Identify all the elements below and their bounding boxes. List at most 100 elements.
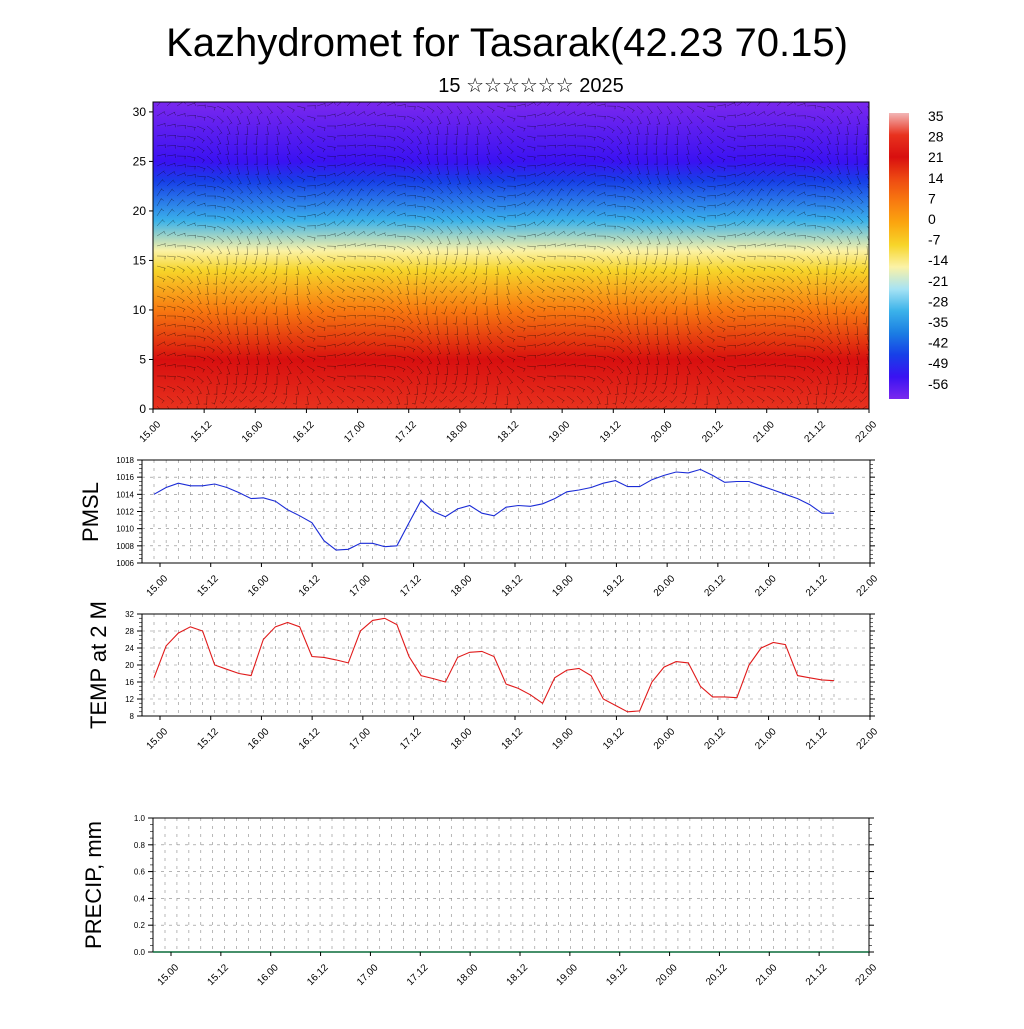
x-tick-label: 20.12 (703, 573, 729, 599)
temperature-field (153, 102, 869, 409)
x-tick-label: 18.12 (500, 726, 526, 752)
panel-ylabel: PMSL (78, 482, 103, 542)
time-tick-label: 15.12 (189, 419, 215, 445)
colorbar-label: 0 (928, 211, 936, 227)
height-tick-label: 15 (133, 253, 147, 267)
y-tick-label: 16 (125, 678, 134, 687)
y-tick-label: 1010 (116, 525, 134, 534)
colorbar-label: -21 (928, 273, 948, 289)
x-tick-label: 15.00 (145, 573, 171, 599)
y-tick-label: 1016 (116, 473, 134, 482)
y-tick-label: 1012 (116, 508, 134, 517)
x-tick-label: 21.12 (804, 573, 830, 599)
x-tick-label: 18.12 (500, 573, 526, 599)
colorbar-gradient (889, 113, 909, 399)
time-tick-label: 16.00 (240, 419, 266, 445)
time-tick-label: 20.00 (649, 419, 675, 445)
time-tick-label: 21.00 (751, 419, 777, 445)
colorbar-label: 21 (928, 149, 944, 165)
time-tick-label: 22.00 (854, 419, 880, 445)
y-tick-label: 1008 (116, 542, 134, 551)
x-tick-label: 18.12 (505, 962, 531, 988)
x-tick-label: 20.00 (652, 573, 678, 599)
x-tick-label: 15.12 (206, 962, 232, 988)
x-tick-label: 16.12 (297, 573, 323, 599)
x-tick-label: 15.00 (145, 726, 171, 752)
x-tick-label: 19.00 (550, 573, 576, 599)
x-tick-label: 22.00 (855, 573, 881, 599)
y-tick-label: 32 (125, 610, 134, 619)
x-tick-label: 21.12 (804, 726, 830, 752)
time-tick-label: 19.00 (547, 419, 573, 445)
colorbar-label: -14 (928, 252, 948, 268)
x-tick-label: 17.00 (348, 573, 374, 599)
height-tick-label: 0 (139, 402, 146, 416)
height-tick-label: 25 (133, 154, 147, 168)
x-tick-label: 21.12 (804, 962, 830, 988)
x-tick-label: 22.00 (855, 726, 881, 752)
x-tick-label: 15.12 (195, 726, 221, 752)
x-tick-label: 15.12 (195, 573, 221, 599)
y-tick-label: 12 (125, 695, 134, 704)
x-tick-label: 16.12 (297, 726, 323, 752)
time-tick-label: 18.12 (496, 419, 522, 445)
x-tick-label: 19.00 (555, 962, 581, 988)
time-tick-label: 17.12 (393, 419, 419, 445)
colorbar-label: 7 (928, 190, 936, 206)
y-tick-label: 0.6 (134, 868, 146, 877)
x-tick-label: 17.12 (398, 726, 424, 752)
y-tick-label: 0.8 (134, 841, 146, 850)
x-tick-label: 20.00 (654, 962, 680, 988)
x-tick-label: 16.00 (246, 573, 272, 599)
x-tick-label: 17.12 (398, 573, 424, 599)
x-tick-label: 18.00 (455, 962, 481, 988)
x-tick-label: 19.12 (601, 726, 627, 752)
x-tick-label: 16.00 (246, 726, 272, 752)
chart-subtitle: 15 ☆☆☆☆☆☆ 2025 (438, 75, 623, 97)
x-tick-label: 18.00 (449, 573, 475, 599)
x-tick-label: 19.12 (601, 573, 627, 599)
x-tick-label: 18.00 (449, 726, 475, 752)
height-tick-label: 5 (139, 352, 146, 366)
time-tick-label: 19.12 (598, 419, 624, 445)
height-tick-label: 30 (133, 105, 147, 119)
time-tick-label: 16.12 (291, 419, 317, 445)
y-tick-label: 1006 (116, 559, 134, 568)
y-tick-label: 0.2 (134, 921, 146, 930)
y-tick-label: 24 (125, 644, 134, 653)
panel-ylabel: TEMP at 2 M (86, 601, 111, 729)
panel-ylabel: PRECIP, mm (81, 821, 106, 949)
x-tick-label: 21.00 (754, 962, 780, 988)
colorbar-label: -35 (928, 314, 948, 330)
y-tick-label: 1014 (116, 490, 134, 499)
x-tick-label: 20.12 (704, 962, 730, 988)
x-tick-label: 16.12 (305, 962, 331, 988)
x-tick-label: 22.00 (854, 962, 880, 988)
x-tick-label: 16.00 (255, 962, 281, 988)
height-tick-label: 20 (133, 204, 147, 218)
colorbar-label: -56 (928, 376, 948, 392)
y-tick-label: 0.4 (134, 894, 146, 903)
colorbar-label: 28 (928, 129, 944, 145)
y-tick-label: 28 (125, 627, 134, 636)
x-tick-label: 17.00 (348, 726, 374, 752)
x-tick-label: 15.00 (156, 962, 182, 988)
x-tick-label: 20.00 (652, 726, 678, 752)
y-tick-label: 0.0 (134, 948, 146, 957)
time-tick-label: 17.00 (342, 419, 368, 445)
time-tick-label: 21.12 (803, 419, 829, 445)
y-tick-label: 8 (130, 712, 135, 721)
colorbar-label: 35 (928, 108, 944, 124)
y-tick-label: 1.0 (134, 814, 146, 823)
chart-title: Kazhydromet for Tasarak(42.23 70.15) (166, 21, 848, 65)
colorbar-label: -7 (928, 232, 941, 248)
